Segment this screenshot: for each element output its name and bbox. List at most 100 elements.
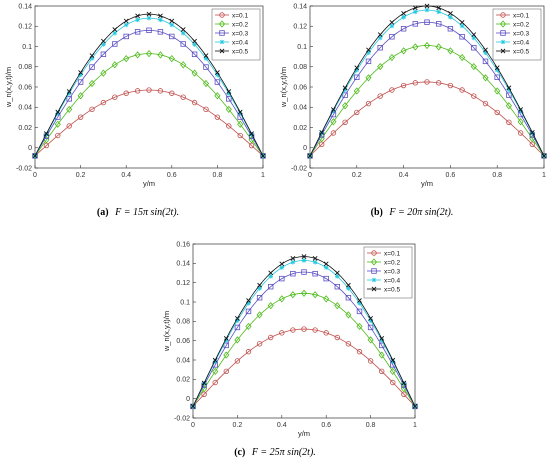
x-tick-label-a: 0.8 (213, 172, 223, 179)
x-tick-label-c: 0.4 (277, 422, 287, 429)
caption-b-text: F = 20π sin(2t). (388, 207, 453, 218)
x-tick-label-b: 0.4 (399, 172, 409, 179)
legend-label-b-4: x=0.4 (513, 39, 529, 46)
legend-label-a-4: x=0.4 (232, 39, 248, 46)
data-point-b-5 (459, 19, 465, 25)
data-point-a-4 (180, 30, 186, 36)
caption-b-label: (b) (371, 207, 383, 218)
data-point-b-5 (541, 153, 547, 159)
data-point-b-1 (459, 87, 465, 93)
y-tick-label-b: 0.12 (293, 24, 307, 31)
x-tick-label-a: 1 (261, 172, 265, 179)
data-point-c-5 (190, 404, 196, 409)
y-tick-label-a: -0.02 (16, 165, 32, 172)
data-point-b-3 (412, 21, 418, 27)
data-point-a-2 (259, 152, 267, 160)
data-point-b-1 (389, 87, 395, 93)
data-point-b-5 (529, 130, 535, 135)
data-point-b-5 (331, 107, 336, 112)
series-line-c-2 (192, 292, 416, 407)
data-point-a-1 (180, 94, 186, 100)
data-point-c-4 (346, 286, 351, 291)
data-point-c-1 (268, 334, 274, 341)
data-point-b-4 (377, 35, 383, 41)
y-tick-label-c: 0.14 (176, 261, 190, 268)
data-point-b-4 (401, 14, 406, 20)
legend-marker-c-1 (371, 250, 377, 256)
data-point-a-2 (191, 69, 198, 77)
legend-marker-a-5 (219, 48, 225, 54)
data-point-b-2 (482, 74, 489, 82)
data-point-c-2 (367, 336, 374, 344)
series-line-b-1 (309, 81, 545, 157)
data-point-b-2 (342, 102, 349, 110)
data-point-b-1 (365, 100, 372, 107)
data-point-a-1 (89, 106, 95, 113)
data-point-b-3 (494, 74, 500, 80)
data-point-a-4 (215, 72, 220, 78)
data-point-b-3 (400, 26, 407, 32)
data-point-c-2 (411, 402, 419, 411)
data-point-c-5 (246, 298, 251, 303)
data-point-b-3 (435, 21, 442, 27)
data-point-c-4 (268, 274, 273, 279)
data-point-a-4 (123, 22, 129, 28)
x-tick-label-c: 0 (191, 422, 195, 429)
data-point-c-4 (368, 318, 373, 323)
legend-marker-b-4 (500, 39, 506, 45)
data-point-b-2 (400, 47, 407, 55)
data-point-b-4 (483, 50, 488, 56)
caption-c-text: F = 25π sin(2t). (251, 447, 316, 458)
y-tick-label-b: -0.02 (291, 165, 307, 172)
data-point-a-4 (135, 17, 140, 23)
data-point-a-3 (169, 33, 175, 40)
data-point-a-4 (78, 72, 83, 78)
data-point-a-5 (32, 153, 38, 159)
data-point-a-2 (66, 105, 73, 114)
x-tick-label-c: 0.2 (233, 422, 243, 429)
data-point-b-1 (412, 80, 418, 86)
series-line-a-3 (34, 29, 264, 157)
y-tick-label-a: 0 (28, 145, 32, 152)
data-point-c-3 (234, 324, 241, 331)
series-line-c-1 (192, 328, 416, 407)
data-point-b-1 (447, 82, 454, 89)
data-point-c-2 (212, 367, 219, 376)
legend-marker-a-3 (219, 30, 225, 36)
data-point-a-1 (66, 123, 72, 129)
data-point-a-4 (112, 30, 118, 36)
y-tick-label-c: 0.06 (176, 338, 190, 345)
legend-marker-c-5 (371, 286, 377, 292)
data-point-b-2 (540, 152, 548, 160)
x-tick-label-a: 0 (33, 172, 37, 179)
data-point-b-2 (435, 43, 442, 51)
data-point-c-3 (223, 342, 229, 349)
data-point-a-2 (77, 92, 84, 100)
data-point-b-3 (471, 45, 477, 51)
data-point-b-4 (424, 7, 430, 13)
data-point-b-5 (483, 47, 488, 53)
data-point-b-1 (377, 93, 383, 99)
data-point-c-4 (323, 265, 329, 270)
data-point-c-2 (256, 311, 263, 319)
caption-a-text: F = 15π sin(2t). (114, 207, 179, 218)
data-point-a-2 (237, 120, 244, 128)
data-point-c-2 (323, 295, 330, 303)
data-point-c-2 (345, 311, 352, 319)
data-point-c-5 (379, 335, 385, 341)
data-point-a-3 (100, 51, 107, 57)
data-point-b-5 (412, 5, 418, 11)
data-point-a-1 (169, 90, 175, 96)
data-point-c-4 (312, 259, 318, 265)
data-point-a-2 (134, 51, 141, 59)
data-point-c-4 (357, 300, 362, 306)
series-line-a-2 (34, 53, 264, 157)
data-point-c-1 (367, 358, 374, 364)
data-point-a-4 (89, 56, 95, 61)
data-point-c-4 (212, 358, 218, 364)
data-point-c-5 (301, 254, 307, 259)
data-point-c-4 (224, 337, 229, 343)
data-point-b-3 (389, 34, 395, 40)
data-point-a-2 (123, 54, 130, 63)
chart-panel-a: 0 0.2 0.4 0.6 0.8 1-0.0200.020.040.060.080.10… (4, 3, 267, 188)
